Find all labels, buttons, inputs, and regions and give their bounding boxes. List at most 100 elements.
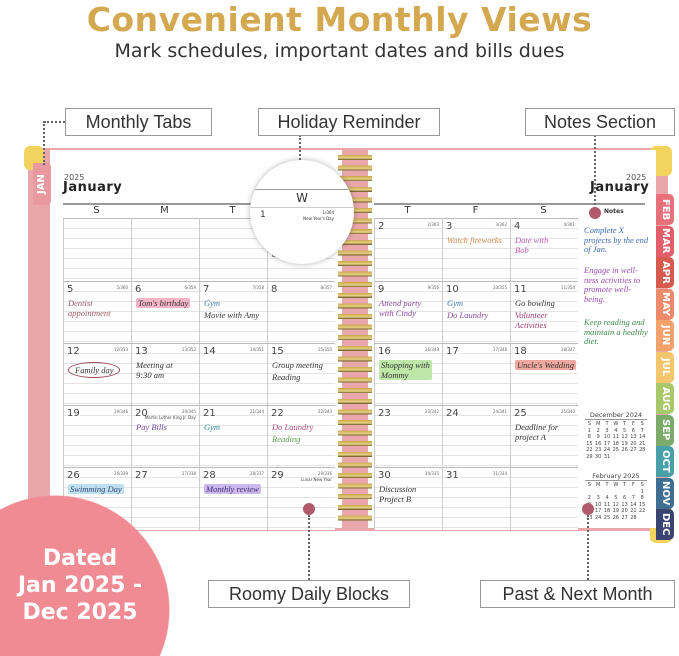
mini-week: 23 24 25 26 27 28 [585,515,647,522]
day-cell[interactable]: 25 25/340 Deadline for project A [510,405,578,467]
day-cell[interactable]: 16 16/349 Shopping with Mommy [374,343,442,405]
day-cell[interactable]: 14 14/351 [199,343,267,405]
tab-apr[interactable]: APR [656,257,674,288]
mini-day: 28 [638,447,646,453]
callout-past-next-month: Past & Next Month [480,580,675,608]
day-cell[interactable]: 30 30/335 Discussion Project B [374,467,442,530]
day-cell[interactable]: 13 13/352 Meeting at 9:30 am [131,343,199,405]
mini-day [629,454,638,461]
mini-day: 17 [595,508,602,514]
day-cell[interactable]: 18 18/347 Uncle's Wedding [510,343,578,405]
mini-day: 2 [587,495,591,501]
tab-jun[interactable]: JUN [656,320,674,351]
day-cell[interactable]: 2 2/363 [374,218,442,281]
magnifier-holiday: New Year's Day [303,216,334,221]
mini-day: 13 [630,434,637,440]
day-of-year: 10/355 [492,285,507,290]
tab-jul[interactable]: JUL [656,351,674,383]
day-number: 24 [446,408,459,419]
weekday-header: S [540,205,547,216]
day-cell[interactable]: 23 23/342 [374,405,442,467]
mini-day: 23 [595,447,602,453]
mini-day: 26 [612,514,619,521]
day-number: 14 [203,346,216,357]
tab-nov[interactable]: NOV [656,477,674,509]
day-cell[interactable]: 22 22/343 Do Laundry Reading [267,405,335,467]
day-cell[interactable]: 29 29/336 Lunar New Year [267,467,335,530]
mini-day [638,454,647,461]
day-cell[interactable]: 4 4/361 Date with Bob [510,218,578,281]
day-number: 20 [135,408,148,419]
mini-day: 22 [586,447,593,453]
mini-day: 4 [605,495,609,501]
day-of-year: 14/351 [249,347,264,352]
mini-day: 8 [587,434,591,440]
mini-weekday: T [605,482,609,488]
day-of-year: 21/344 [249,409,264,414]
day-number: 31 [446,470,459,481]
day-number: 23 [378,408,391,419]
mini-day: 1 [640,488,644,495]
day-of-year: 24/341 [492,409,507,414]
handwritten-note: Discussion Project B [379,484,417,504]
tab-feb[interactable]: FEB [656,194,674,225]
day-cell[interactable]: 6 6/359 Tom's birthday [131,281,199,343]
day-cell[interactable]: 8 8/357 [267,281,335,343]
tab-aug[interactable]: AUG [656,383,674,414]
mini-day: 3 [596,495,600,501]
mini-day: 21 [630,508,637,514]
day-cell[interactable]: 21 21/344 Gym [199,405,267,467]
mini-day: 25 [612,447,619,453]
mini-day: 5 [614,495,618,501]
weekday-header: S [93,205,100,216]
mini-day: 18 [612,440,619,447]
day-cell[interactable]: 12 12/353 Family day [63,343,131,405]
day-number: 25 [514,408,527,419]
year-label: 2025 [64,173,85,182]
mini-day: 5 [622,427,627,434]
mini-weekday: S [587,421,591,427]
day-cell[interactable] [63,218,131,281]
mini-day: 10 [603,434,611,440]
day-cell[interactable]: 20 20/345 Martin Luther King Jr. Day Pay Bi… [131,405,199,467]
handwritten-note: Family day [68,362,121,378]
day-cell[interactable]: 28 28/337 Monthly review [199,467,267,530]
day-cell[interactable]: 19 19/346 [63,405,131,467]
day-cell[interactable]: 31 31/334 [442,467,510,530]
tab-dec[interactable]: DEC [656,509,674,540]
divider [63,203,335,205]
mini-day: 30 [595,453,602,460]
day-cell[interactable]: 9 9/356 Attend party with Cindy [374,281,442,343]
handwritten-note: Meeting at 9:30 am [136,360,173,380]
day-cell[interactable]: 3 3/362 Watch fireworks [442,218,510,281]
handwritten-note: Go bowling [515,298,555,308]
day-cell[interactable] [510,467,578,530]
mini-weekday: S [640,482,644,488]
mini-weekday: W [613,421,619,427]
subheadline: Mark schedules, important dates and bill… [114,40,565,62]
mini-calendar: February 2025SMTWTFS12345678910111213141… [585,472,647,521]
tab-mar[interactable]: MAR [656,225,674,257]
mini-day: 29 [586,453,593,460]
mini-week: 22 23 24 25 26 27 28 [585,447,647,454]
day-cell[interactable]: 5 5/360 Dentist appointment [63,281,131,343]
tab-jan[interactable]: JAN [33,163,51,205]
day-cell[interactable]: 17 17/348 [442,343,510,405]
tab-may[interactable]: MAY [656,288,674,320]
mini-day [620,454,629,461]
day-of-year: 19/346 [113,409,128,414]
tab-sep[interactable]: SEP [656,414,674,446]
tab-oct[interactable]: OCT [656,446,674,477]
handwritten-note: Monthly review [204,484,261,494]
day-cell[interactable]: 7 7/358 Gym Movie with Amy [199,281,267,343]
day-cell[interactable]: 15 15/350 Group meeting Reading [267,343,335,405]
handwritten-note: Pay Bills [136,422,167,432]
day-cell[interactable] [131,218,199,281]
mini-day: 14 [630,501,637,508]
mini-day: 10 [595,501,602,508]
day-cell[interactable]: 24 24/341 [442,405,510,467]
day-cell[interactable]: 11 11/354 Go bowling Volunteer Activities [510,281,578,343]
day-number: 19 [67,408,80,419]
mini-week: 8 9 10 11 12 13 14 [585,434,647,441]
day-cell[interactable]: 10 10/355 Gym Do Laundry [442,281,510,343]
